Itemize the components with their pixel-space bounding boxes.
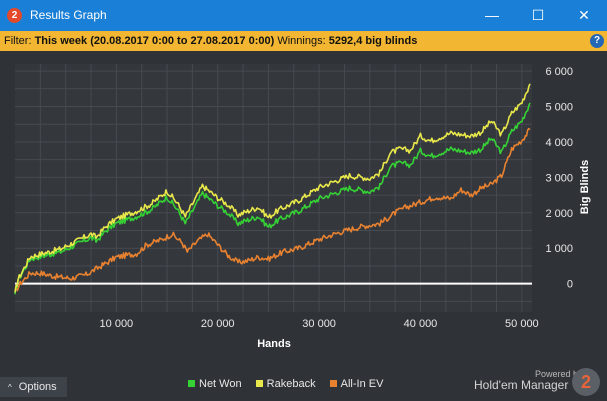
y-tick-label: 5 000 — [545, 102, 573, 114]
legend-swatch-rakeback — [255, 380, 263, 387]
chart-legend: Net Won Rakeback All-In EV — [188, 378, 394, 392]
legend-swatch-all-in-ev — [329, 380, 337, 387]
y-axis-title: Big Blinds — [579, 160, 591, 214]
results-chart: 0 1 000 2 000 3 000 4 000 5 000 6 000 10 000 20… — [0, 51, 607, 369]
chevron-up-icon: ^ — [8, 383, 12, 392]
maximize-button[interactable]: ☐ — [531, 7, 545, 23]
series-lines — [14, 83, 531, 295]
minimize-button[interactable]: — — [485, 7, 499, 23]
brand-name: Hold'em Manager — [474, 378, 569, 392]
legend-label-net-won: Net Won — [199, 378, 242, 390]
winnings-label: Winnings: — [277, 35, 326, 47]
bottom-edge — [0, 397, 607, 401]
y-tick-label: 2 000 — [545, 208, 573, 220]
legend-label-all-in-ev: All-In EV — [340, 378, 384, 390]
x-tick-label: 50 000 — [505, 318, 539, 330]
series-line-all-in-ev — [14, 127, 531, 293]
legend-item-all-in-ev[interactable]: All-In EV — [329, 378, 384, 390]
close-button[interactable]: ✕ — [578, 7, 590, 23]
y-tick-labels: 0 1 000 2 000 3 000 4 000 5 000 6 000 — [545, 66, 573, 291]
y-tick-label: 4 000 — [545, 137, 573, 149]
x-tick-label: 20 000 — [201, 318, 235, 330]
legend-label-rakeback: Rakeback — [266, 378, 316, 390]
help-icon[interactable]: ? — [590, 34, 604, 48]
window-title: Results Graph — [30, 8, 107, 22]
app-logo-icon: 2 — [7, 8, 22, 23]
series-line-net-won — [14, 102, 531, 295]
x-tick-labels: 10 000 20 000 30 000 40 000 50 000 — [100, 318, 539, 330]
y-tick-label: 1 000 — [545, 243, 573, 255]
legend-item-rakeback[interactable]: Rakeback — [255, 378, 316, 390]
x-tick-label: 40 000 — [404, 318, 438, 330]
series-line-rakeback — [14, 83, 531, 293]
brand-logo-icon: 2 — [572, 368, 600, 396]
filter-label: Filter: — [4, 35, 32, 47]
x-tick-label: 10 000 — [100, 318, 134, 330]
x-tick-label: 30 000 — [302, 318, 336, 330]
filter-summary: Filter: This week (20.08.2017 0:00 to 27… — [4, 35, 417, 47]
plot-area — [15, 64, 532, 312]
options-label: Options — [18, 381, 57, 393]
y-tick-label: 0 — [567, 279, 573, 291]
options-button[interactable]: ^ Options — [0, 377, 67, 397]
window-titlebar: 2 Results Graph — ☐ ✕ — [0, 0, 607, 31]
y-tick-label: 3 000 — [545, 172, 573, 184]
legend-item-net-won[interactable]: Net Won — [188, 378, 242, 390]
winnings-value: 5292,4 big blinds — [328, 35, 418, 47]
grid-lines — [15, 64, 532, 312]
powered-by-text: Powered by — [535, 369, 583, 379]
filter-bar: Filter: This week (20.08.2017 0:00 to 27… — [0, 31, 607, 51]
legend-swatch-net-won — [188, 380, 195, 387]
filter-value: This week (20.08.2017 0:00 to 27.08.2017… — [34, 35, 275, 47]
y-tick-label: 6 000 — [545, 66, 573, 78]
x-axis-title: Hands — [257, 338, 291, 350]
